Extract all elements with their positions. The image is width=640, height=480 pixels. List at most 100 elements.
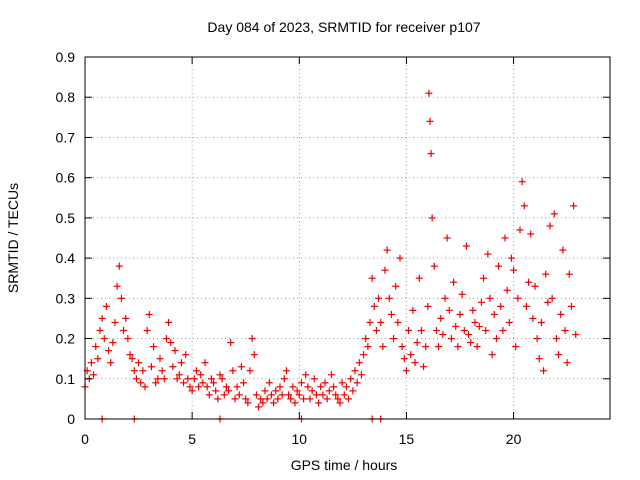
data-point — [180, 379, 188, 387]
data-point — [203, 383, 211, 391]
data-point — [351, 367, 359, 375]
data-point — [175, 371, 183, 379]
data-point — [259, 399, 267, 407]
data-point — [315, 399, 323, 407]
data-point — [381, 266, 389, 274]
data-point — [394, 318, 402, 326]
y-tick-label: 0.5 — [56, 210, 76, 226]
data-point — [270, 399, 278, 407]
data-point — [220, 391, 228, 399]
data-point — [274, 395, 282, 403]
data-point — [572, 331, 580, 339]
data-point — [102, 302, 110, 310]
data-point — [379, 343, 387, 351]
data-point — [460, 327, 468, 335]
data-point — [295, 391, 303, 399]
data-point — [319, 391, 327, 399]
data-point — [370, 302, 378, 310]
data-point — [237, 363, 245, 371]
data-point — [261, 387, 269, 395]
data-point — [152, 379, 160, 387]
data-point — [390, 335, 398, 343]
data-point — [184, 375, 192, 383]
data-point — [540, 367, 548, 375]
data-point — [561, 327, 569, 335]
data-point — [407, 351, 415, 359]
data-point — [525, 278, 533, 286]
data-point — [550, 210, 558, 218]
data-point — [109, 339, 117, 347]
data-point — [340, 391, 348, 399]
data-point — [257, 395, 265, 403]
data-point — [160, 375, 168, 383]
data-point — [377, 318, 385, 326]
data-point — [197, 371, 205, 379]
data-point — [141, 383, 149, 391]
data-point — [169, 363, 177, 371]
data-point — [413, 339, 421, 347]
tick-layer — [84, 56, 610, 420]
data-point — [435, 343, 443, 351]
data-point — [428, 214, 436, 222]
data-point — [555, 351, 563, 359]
data-point — [240, 379, 248, 387]
data-point — [210, 379, 218, 387]
data-point — [227, 339, 235, 347]
data-point — [162, 335, 170, 343]
data-point — [565, 270, 573, 278]
y-tick-label: 0.6 — [56, 170, 76, 186]
data-point — [503, 286, 511, 294]
data-point — [366, 318, 374, 326]
y-tick-label: 0.8 — [56, 89, 76, 105]
data-point — [100, 335, 108, 343]
data-point — [96, 327, 104, 335]
data-point — [321, 379, 329, 387]
data-point — [533, 335, 541, 343]
data-point — [308, 387, 316, 395]
data-point — [447, 335, 455, 343]
data-point — [282, 367, 290, 375]
data-point — [122, 314, 130, 322]
data-point — [443, 234, 451, 242]
data-point — [317, 383, 325, 391]
y-tick-label: 0.2 — [56, 331, 76, 347]
data-point — [128, 355, 136, 363]
data-point — [90, 371, 98, 379]
data-point — [372, 327, 380, 335]
data-point — [120, 327, 128, 335]
data-point — [244, 399, 252, 407]
data-point — [445, 306, 453, 314]
data-point — [420, 363, 428, 371]
data-point — [205, 391, 213, 399]
data-point — [425, 89, 433, 97]
data-point — [552, 335, 560, 343]
data-point — [285, 391, 293, 399]
data-point — [424, 302, 432, 310]
data-point — [490, 310, 498, 318]
data-point — [405, 327, 413, 335]
data-point — [287, 395, 295, 403]
data-point — [411, 359, 419, 367]
data-point — [492, 335, 500, 343]
data-point — [535, 355, 543, 363]
data-point — [201, 359, 209, 367]
data-point — [342, 383, 350, 391]
data-point — [173, 375, 181, 383]
data-point — [302, 371, 310, 379]
data-point — [529, 314, 537, 322]
data-point — [469, 306, 477, 314]
data-point — [233, 383, 241, 391]
data-point — [467, 339, 475, 347]
data-point — [537, 318, 545, 326]
data-point — [235, 391, 243, 399]
data-point — [107, 359, 115, 367]
data-point — [415, 274, 423, 282]
data-point — [427, 150, 435, 158]
data-point — [454, 343, 462, 351]
data-point — [327, 371, 335, 379]
data-point — [248, 335, 256, 343]
data-point — [312, 391, 320, 399]
data-point — [310, 375, 318, 383]
data-point — [304, 383, 312, 391]
data-point — [147, 363, 155, 371]
